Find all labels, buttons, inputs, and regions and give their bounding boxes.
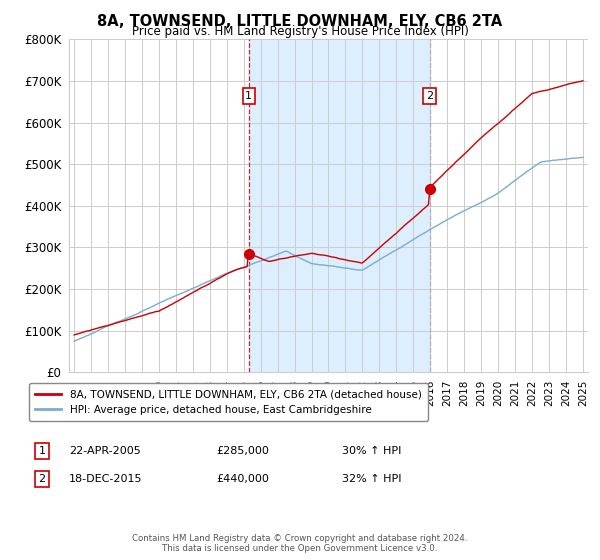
Text: 1: 1 bbox=[38, 446, 46, 456]
Text: 30% ↑ HPI: 30% ↑ HPI bbox=[342, 446, 401, 456]
Text: 32% ↑ HPI: 32% ↑ HPI bbox=[342, 474, 401, 484]
Text: 1: 1 bbox=[245, 91, 252, 101]
Text: 2: 2 bbox=[38, 474, 46, 484]
Text: 2: 2 bbox=[426, 91, 433, 101]
Text: £440,000: £440,000 bbox=[216, 474, 269, 484]
Text: Contains HM Land Registry data © Crown copyright and database right 2024.
This d: Contains HM Land Registry data © Crown c… bbox=[132, 534, 468, 553]
Text: 8A, TOWNSEND, LITTLE DOWNHAM, ELY, CB6 2TA: 8A, TOWNSEND, LITTLE DOWNHAM, ELY, CB6 2… bbox=[97, 14, 503, 29]
Legend: 8A, TOWNSEND, LITTLE DOWNHAM, ELY, CB6 2TA (detached house), HPI: Average price,: 8A, TOWNSEND, LITTLE DOWNHAM, ELY, CB6 2… bbox=[29, 383, 428, 421]
Text: 22-APR-2005: 22-APR-2005 bbox=[69, 446, 141, 456]
Text: £285,000: £285,000 bbox=[216, 446, 269, 456]
Text: Price paid vs. HM Land Registry's House Price Index (HPI): Price paid vs. HM Land Registry's House … bbox=[131, 25, 469, 38]
Bar bbox=[249, 39, 430, 372]
Text: 18-DEC-2015: 18-DEC-2015 bbox=[69, 474, 143, 484]
